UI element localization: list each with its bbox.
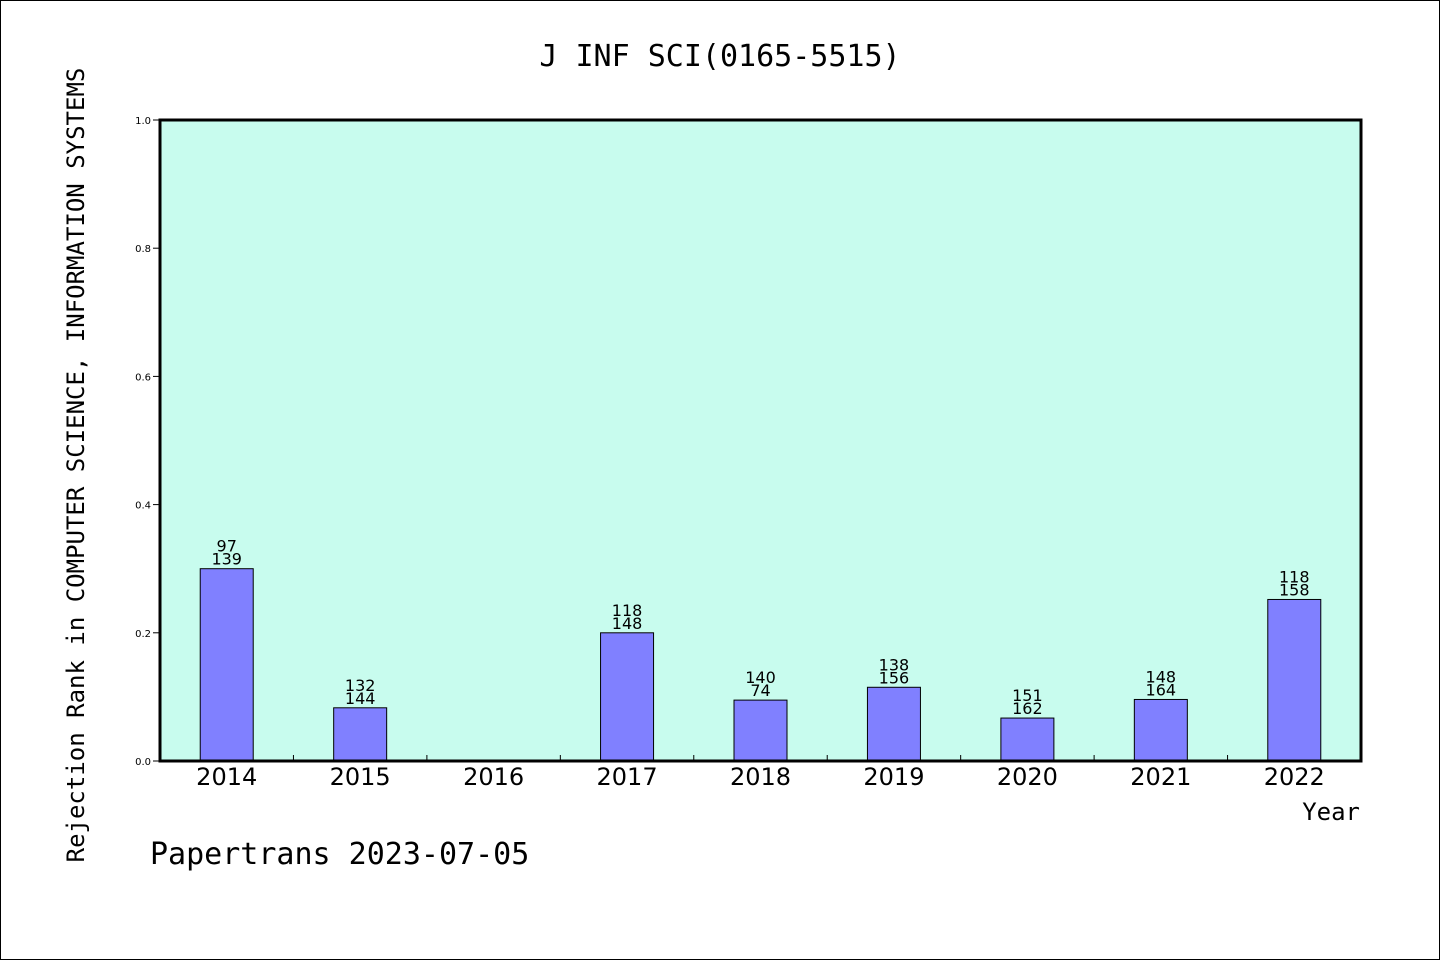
data-labels: 9713913214411814814074138156151162148164… bbox=[211, 537, 1309, 718]
data-label-bottom-2017: 148 bbox=[612, 614, 643, 633]
y-tick-label-3: 0.6 bbox=[135, 372, 151, 383]
bar-2015 bbox=[333, 707, 388, 762]
x-tick-label-2020: 2020 bbox=[997, 763, 1058, 791]
y-axis-label: Rejection Rank in COMPUTER SCIENCE, INFO… bbox=[62, 68, 90, 863]
data-label-top-2022: 118 bbox=[1279, 567, 1310, 586]
x-axis: 2014 2015 2016 2017 2018 2019 2020 2021 2022 bbox=[196, 755, 1325, 791]
x-tick-label-2017: 2017 bbox=[597, 763, 658, 791]
bar-2017 bbox=[600, 632, 655, 762]
data-label-bottom-2021: 164 bbox=[1146, 680, 1177, 699]
data-label-top-2017: 118 bbox=[612, 601, 643, 620]
data-label-bottom-2014: 139 bbox=[211, 550, 242, 569]
bar-2019 bbox=[866, 686, 921, 762]
plot-border bbox=[158, 118, 1363, 763]
data-label-top-2014: 97 bbox=[217, 537, 237, 556]
x-tick-label-2014: 2014 bbox=[196, 763, 257, 791]
x-tick-label-2018: 2018 bbox=[730, 763, 791, 791]
bar-2014 bbox=[199, 568, 254, 762]
y-tick-label-4: 0.8 bbox=[135, 244, 151, 255]
x-tick-label-2021: 2021 bbox=[1130, 763, 1191, 791]
data-label-top-2020: 151 bbox=[1012, 686, 1043, 705]
y-axis: 0.0 0.2 0.4 0.6 0.8 1.0 bbox=[135, 116, 160, 768]
x-axis-label: Year bbox=[1302, 798, 1360, 826]
data-label-bottom-2018: 74 bbox=[750, 681, 770, 700]
footer-credit: Papertrans 2023-07-05 bbox=[150, 837, 529, 872]
y-tick-label-1: 0.2 bbox=[135, 629, 151, 640]
x-tick-label-2022: 2022 bbox=[1264, 763, 1325, 791]
y-tick-label-2: 0.4 bbox=[135, 501, 151, 512]
data-label-bottom-2022: 158 bbox=[1279, 580, 1310, 599]
bar-2018 bbox=[733, 699, 788, 762]
bar-2020 bbox=[1000, 717, 1055, 762]
data-label-bottom-2015: 144 bbox=[345, 689, 376, 708]
x-tick-label-2015: 2015 bbox=[330, 763, 391, 791]
bar-2021 bbox=[1133, 698, 1188, 762]
data-label-bottom-2019: 156 bbox=[879, 668, 910, 687]
chart-title: J INF SCI(0165-5515) bbox=[539, 39, 900, 74]
y-tick-label-0: 0.0 bbox=[135, 757, 151, 768]
data-label-top-2021: 148 bbox=[1146, 667, 1177, 686]
data-label-top-2018: 140 bbox=[745, 668, 776, 687]
data-label-top-2019: 138 bbox=[879, 655, 910, 674]
bars bbox=[199, 568, 1322, 762]
bar-2022 bbox=[1267, 598, 1322, 762]
data-label-top-2015: 132 bbox=[345, 676, 376, 695]
y-tick-label-5: 1.0 bbox=[135, 116, 151, 127]
x-tick-label-2019: 2019 bbox=[863, 763, 924, 791]
x-tick-label-2016: 2016 bbox=[463, 763, 524, 791]
data-label-bottom-2020: 162 bbox=[1012, 699, 1043, 718]
plot-area bbox=[160, 120, 1361, 761]
